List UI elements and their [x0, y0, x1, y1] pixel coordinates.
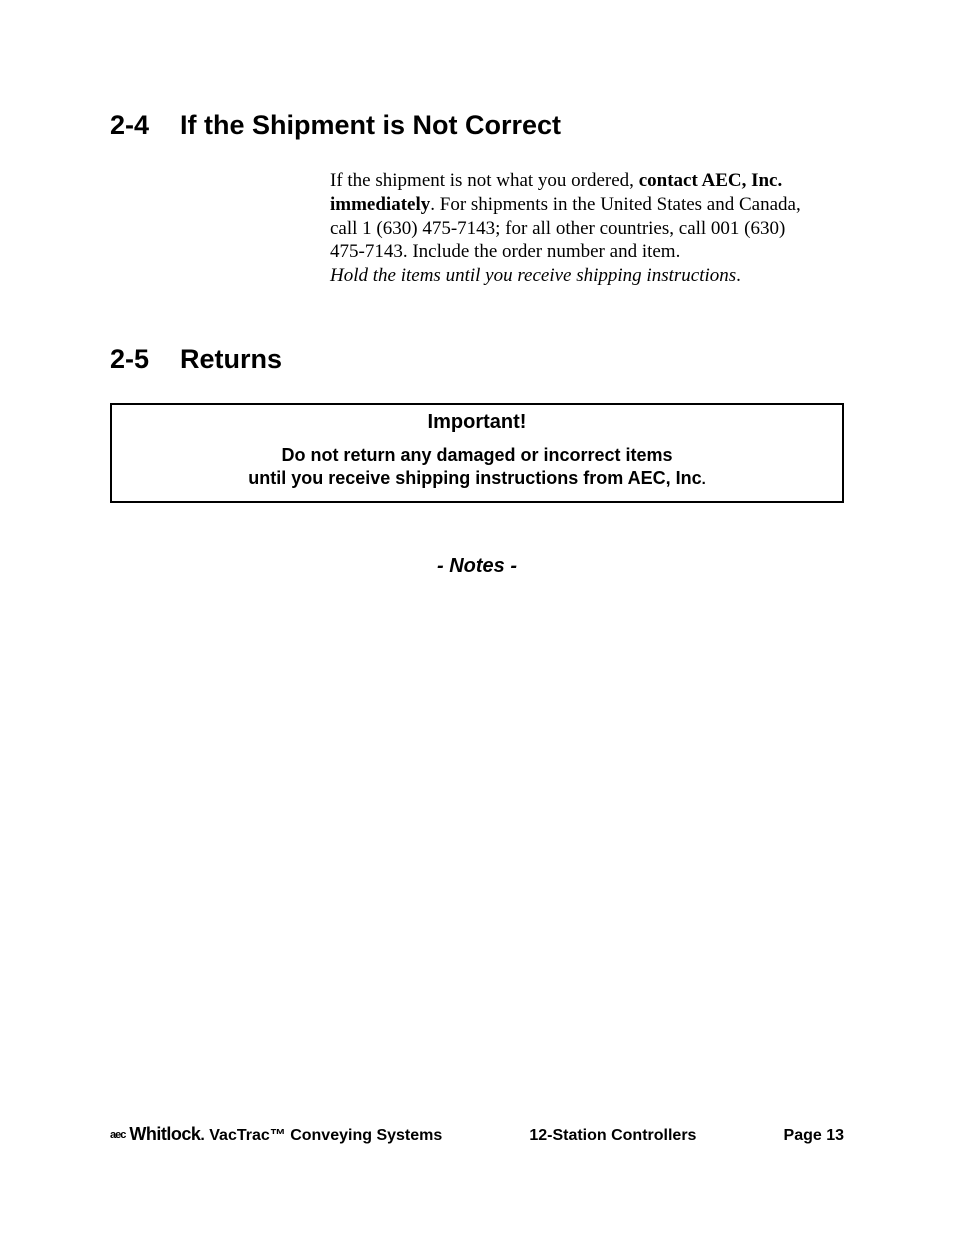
- footer-left: aecWhitlock. VacTrac™ Conveying Systems: [110, 1124, 442, 1145]
- footer-page-number: Page 13: [784, 1127, 844, 1145]
- important-period: .: [702, 471, 706, 488]
- document-page: 2-4 If the Shipment is Not Correct If th…: [0, 0, 954, 1235]
- important-text: Do not return any damaged or incorrect i…: [122, 444, 832, 491]
- section-title: Returns: [180, 344, 844, 375]
- page-footer: aecWhitlock. VacTrac™ Conveying Systems …: [110, 1124, 844, 1145]
- important-line: Do not return any damaged or incorrect i…: [281, 445, 672, 465]
- important-callout-box: Important! Do not return any damaged or …: [110, 403, 844, 503]
- footer-product: VacTrac™ Conveying Systems: [205, 1127, 442, 1144]
- section-number: 2-5: [110, 344, 180, 375]
- body-text: If the shipment is not what you ordered,: [330, 170, 639, 191]
- section-2-5: 2-5 Returns Important! Do not return any…: [110, 344, 844, 578]
- section-title: If the Shipment is Not Correct: [180, 110, 844, 141]
- section-body-2-4: If the shipment is not what you ordered,…: [330, 169, 810, 288]
- footer-center: 12-Station Controllers: [442, 1127, 783, 1145]
- notes-heading: - Notes -: [110, 555, 844, 578]
- body-text-italic: Hold the items until you receive shippin…: [330, 265, 736, 286]
- brand-name: Whitlock: [129, 1124, 200, 1144]
- important-line: until you receive shipping instructions …: [248, 468, 701, 488]
- body-text: .: [736, 265, 741, 286]
- section-heading-2-4: 2-4 If the Shipment is Not Correct: [110, 110, 844, 141]
- important-title: Important!: [122, 411, 832, 434]
- section-number: 2-4: [110, 110, 180, 141]
- aec-logo-text: aec: [110, 1129, 125, 1141]
- section-heading-2-5: 2-5 Returns: [110, 344, 844, 375]
